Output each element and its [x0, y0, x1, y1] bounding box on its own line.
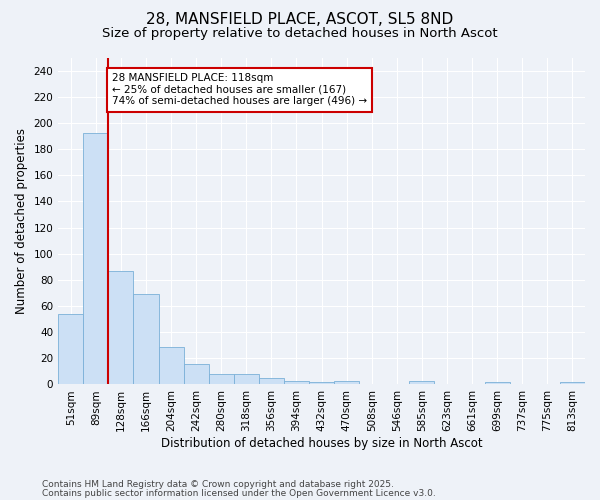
- Text: Size of property relative to detached houses in North Ascot: Size of property relative to detached ho…: [102, 28, 498, 40]
- Bar: [259, 378, 284, 384]
- Text: Contains public sector information licensed under the Open Government Licence v3: Contains public sector information licen…: [42, 488, 436, 498]
- Text: 28, MANSFIELD PLACE, ASCOT, SL5 8ND: 28, MANSFIELD PLACE, ASCOT, SL5 8ND: [146, 12, 454, 28]
- Y-axis label: Number of detached properties: Number of detached properties: [15, 128, 28, 314]
- Bar: [184, 364, 209, 384]
- X-axis label: Distribution of detached houses by size in North Ascot: Distribution of detached houses by size …: [161, 437, 482, 450]
- Bar: [158, 346, 184, 385]
- Bar: [485, 382, 510, 384]
- Bar: [58, 314, 83, 384]
- Bar: [284, 380, 309, 384]
- Bar: [109, 270, 133, 384]
- Bar: [409, 380, 434, 384]
- Text: 28 MANSFIELD PLACE: 118sqm
← 25% of detached houses are smaller (167)
74% of sem: 28 MANSFIELD PLACE: 118sqm ← 25% of deta…: [112, 73, 367, 106]
- Bar: [334, 380, 359, 384]
- Text: Contains HM Land Registry data © Crown copyright and database right 2025.: Contains HM Land Registry data © Crown c…: [42, 480, 394, 489]
- Bar: [209, 374, 234, 384]
- Bar: [234, 374, 259, 384]
- Bar: [309, 382, 334, 384]
- Bar: [133, 294, 158, 384]
- Bar: [560, 382, 585, 384]
- Bar: [83, 134, 109, 384]
